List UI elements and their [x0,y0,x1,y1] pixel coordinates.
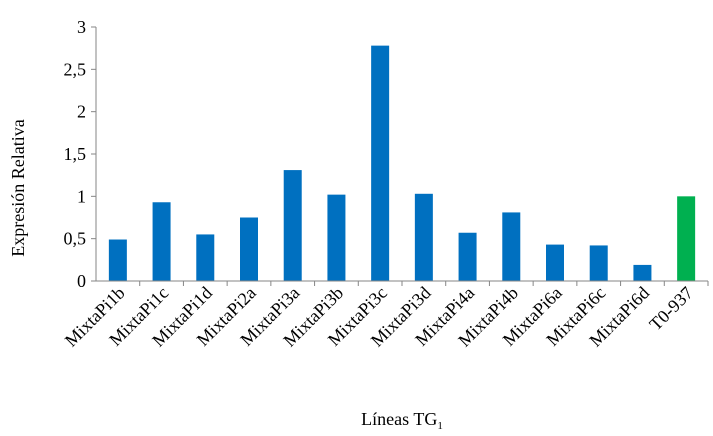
bar-mixtapi4a [458,232,477,281]
bar-mixtapi6c [589,245,608,281]
y-tick-label: 0,5 [64,229,87,249]
x-axis-label-main: Líneas TG [361,409,437,429]
y-tick-label: 2 [77,102,86,122]
bar-mixtapi1c [152,202,171,281]
y-tick-label: 1 [77,186,86,206]
bar-mixtapi3b [327,194,346,281]
bar-mixtapi1d [196,234,215,281]
y-tick-label: 1,5 [64,144,87,164]
bar-mixtapi4b [502,212,521,281]
bar-t0-937 [677,196,696,281]
x-tick-label: T0-937 [645,283,697,335]
x-axis-label-subscript: 1 [437,420,443,432]
x-axis-label: Líneas TG1 [361,409,443,432]
x-axis-tick-labels: MixtaPi1bMixtaPi1cMixtaPi1dMixtaPi2aMixt… [61,281,709,351]
bar-mixtapi3d [414,193,433,281]
y-axis-label: Expresión Relativa [8,119,28,256]
bar-mixtapi1b [108,239,127,281]
y-tick-label: 0 [77,271,86,291]
y-axis-ticks: 0 0,5 1 1,5 2 2,5 3 [64,17,96,291]
bar-mixtapi6d [633,264,652,281]
bar-mixtapi2a [240,217,258,281]
bar-mixtapi3a [283,170,302,281]
bar-mixtapi3c [371,45,390,282]
y-tick-label: 3 [77,17,86,37]
y-tick-label: 2,5 [64,59,87,79]
bar-mixtapi6a [546,244,564,281]
bars [108,45,696,282]
